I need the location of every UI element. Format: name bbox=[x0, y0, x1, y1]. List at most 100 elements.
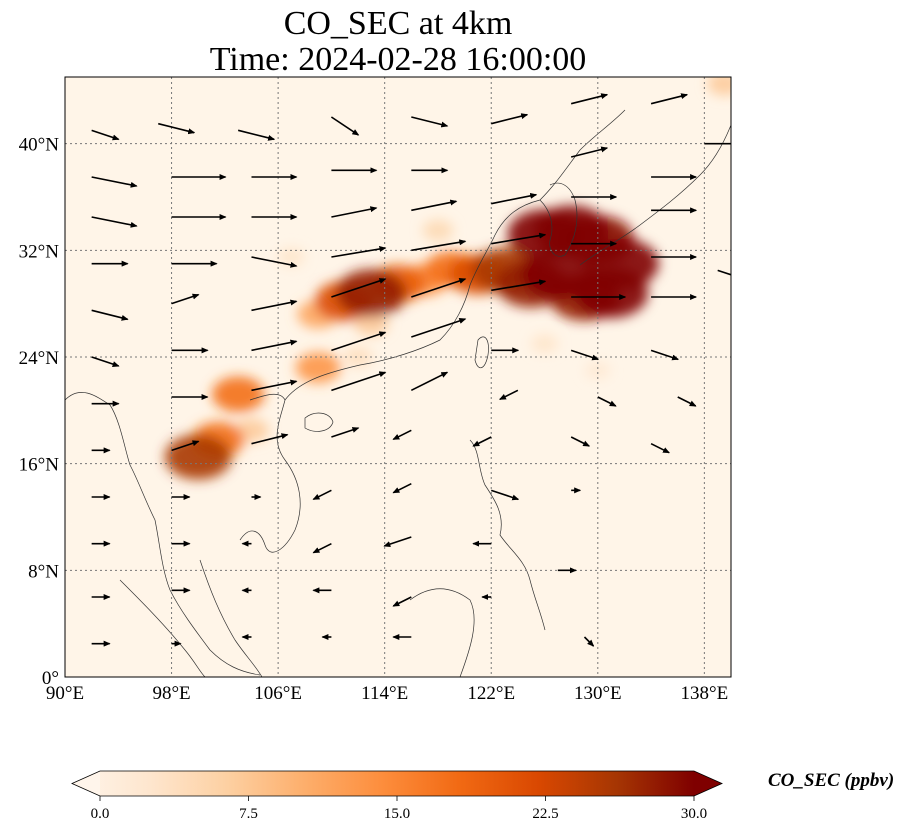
colorbar-ticks: 0.0 7.5 15.0 22.5 30.0 bbox=[91, 796, 707, 822]
wind-arrow bbox=[410, 371, 449, 392]
wind-arrow bbox=[251, 256, 298, 268]
wind-arrow bbox=[330, 116, 360, 136]
co-plume-cell bbox=[277, 247, 306, 267]
wind-arrow bbox=[392, 429, 412, 441]
wind-arrow bbox=[472, 436, 492, 447]
wind-arrow bbox=[411, 239, 467, 252]
wind-arrow bbox=[331, 371, 387, 392]
latitude-tick-label: 32°N bbox=[19, 241, 60, 262]
wind-arrow bbox=[237, 129, 276, 141]
co-plume-cell bbox=[530, 334, 559, 354]
latitude-tick-label: 24°N bbox=[19, 348, 60, 369]
wind-arrow bbox=[411, 278, 467, 298]
longitude-tick-label: 114°E bbox=[361, 683, 408, 704]
wind-arrow bbox=[491, 279, 547, 292]
wind-arrow bbox=[331, 427, 360, 438]
latitude-axis: 0° 8°N 16°N 24°N 32°N 40°N bbox=[19, 135, 60, 689]
wind-arrow bbox=[392, 482, 412, 494]
co-plume-cell bbox=[164, 434, 232, 480]
coastlines bbox=[65, 109, 731, 677]
wind-arrow bbox=[570, 146, 609, 158]
map-title-variable: CO_SEC at 4km bbox=[283, 5, 513, 42]
wind-arrow bbox=[251, 379, 298, 392]
colorbar-title: CO_SEC (ppbv) bbox=[768, 770, 895, 791]
wind-arrow bbox=[570, 436, 591, 447]
wind-arrow bbox=[650, 93, 689, 105]
wind-arrow bbox=[251, 339, 298, 352]
wind-arrow bbox=[331, 206, 378, 218]
longitude-tick-label: 122°E bbox=[467, 683, 515, 704]
wind-arrow bbox=[411, 318, 467, 338]
longitude-tick-label: 138°E bbox=[681, 683, 729, 704]
colorbar: 0.0 7.5 15.0 22.5 30.0 bbox=[71, 770, 723, 822]
co-plume-cell bbox=[295, 352, 341, 384]
colorbar-tick-label: 0.0 bbox=[91, 806, 110, 822]
wind-arrow bbox=[251, 299, 298, 312]
wind-arrow bbox=[171, 293, 200, 305]
wind-arrow bbox=[411, 199, 458, 212]
wind-arrow bbox=[312, 489, 332, 501]
wind-arrow bbox=[583, 636, 595, 647]
latitude-tick-label: 8°N bbox=[28, 561, 59, 582]
wind-arrow bbox=[251, 433, 289, 445]
wind-arrow bbox=[331, 278, 387, 298]
wind-arrow bbox=[491, 192, 538, 205]
co-plume-cell bbox=[585, 361, 611, 380]
longitude-tick-label: 98°E bbox=[152, 683, 190, 704]
colorbar-tick-label: 7.5 bbox=[239, 806, 258, 822]
coastline-taiwan bbox=[474, 336, 489, 368]
longitude-axis: 90°E 98°E 106°E 114°E 122°E 130°E 138°E bbox=[46, 683, 728, 704]
wind-arrow bbox=[491, 113, 529, 125]
coastline-korea bbox=[539, 182, 578, 257]
colorbar-tick-label: 30.0 bbox=[681, 806, 707, 822]
latitude-tick-label: 40°N bbox=[19, 135, 60, 156]
longitude-tick-label: 106°E bbox=[254, 683, 302, 704]
wind-arrow bbox=[570, 93, 609, 105]
wind-arrow bbox=[411, 116, 449, 128]
wind-arrow bbox=[392, 596, 412, 607]
wind-arrow bbox=[650, 442, 670, 454]
map-background bbox=[65, 77, 731, 677]
wind-arrow bbox=[91, 309, 129, 321]
wind-arrow bbox=[91, 216, 138, 228]
co-plume-cell bbox=[534, 205, 609, 256]
wind-arrow bbox=[597, 396, 617, 407]
co-plume-cell bbox=[422, 219, 454, 241]
colorbar-tick-label: 22.5 bbox=[532, 806, 558, 822]
colorbar-extend-high bbox=[694, 771, 722, 796]
wind-arrow bbox=[331, 246, 387, 258]
co-plume-cell bbox=[211, 376, 265, 413]
wind-arrow bbox=[91, 176, 138, 188]
colorbar-extend-low bbox=[72, 771, 100, 796]
wind-arrow bbox=[331, 331, 387, 352]
wind-arrow bbox=[498, 389, 519, 401]
co-plume-cell bbox=[336, 269, 407, 317]
co-plume-cell bbox=[343, 347, 373, 367]
wind-arrow bbox=[383, 536, 412, 547]
longitude-tick-label: 90°E bbox=[46, 683, 84, 704]
longitude-tick-label: 130°E bbox=[574, 683, 622, 704]
wind-arrow bbox=[650, 349, 680, 361]
wind-arrow bbox=[570, 349, 600, 361]
coastline-malaya bbox=[199, 559, 263, 677]
coastline-philippines bbox=[469, 439, 546, 631]
coastline-japan bbox=[579, 124, 731, 266]
latitude-tick-label: 16°N bbox=[19, 455, 60, 476]
wind-arrow bbox=[491, 232, 547, 245]
wind-arrow bbox=[312, 542, 332, 554]
wind-arrow bbox=[91, 129, 120, 141]
coastline-borneo bbox=[409, 588, 475, 677]
co-plume-cell bbox=[520, 249, 595, 300]
coastline-indochina bbox=[65, 392, 261, 676]
wind-vectors bbox=[91, 93, 731, 647]
wind-arrow bbox=[158, 122, 196, 135]
wind-arrow bbox=[171, 440, 200, 452]
co-plume-cell bbox=[354, 311, 389, 336]
wind-arrow bbox=[717, 269, 731, 276]
colorbar-tick-label: 15.0 bbox=[384, 806, 410, 822]
map-frame bbox=[64, 76, 732, 678]
co-plume-cell bbox=[707, 77, 731, 96]
wind-arrow bbox=[91, 356, 120, 367]
coastline-hainan bbox=[304, 412, 334, 432]
